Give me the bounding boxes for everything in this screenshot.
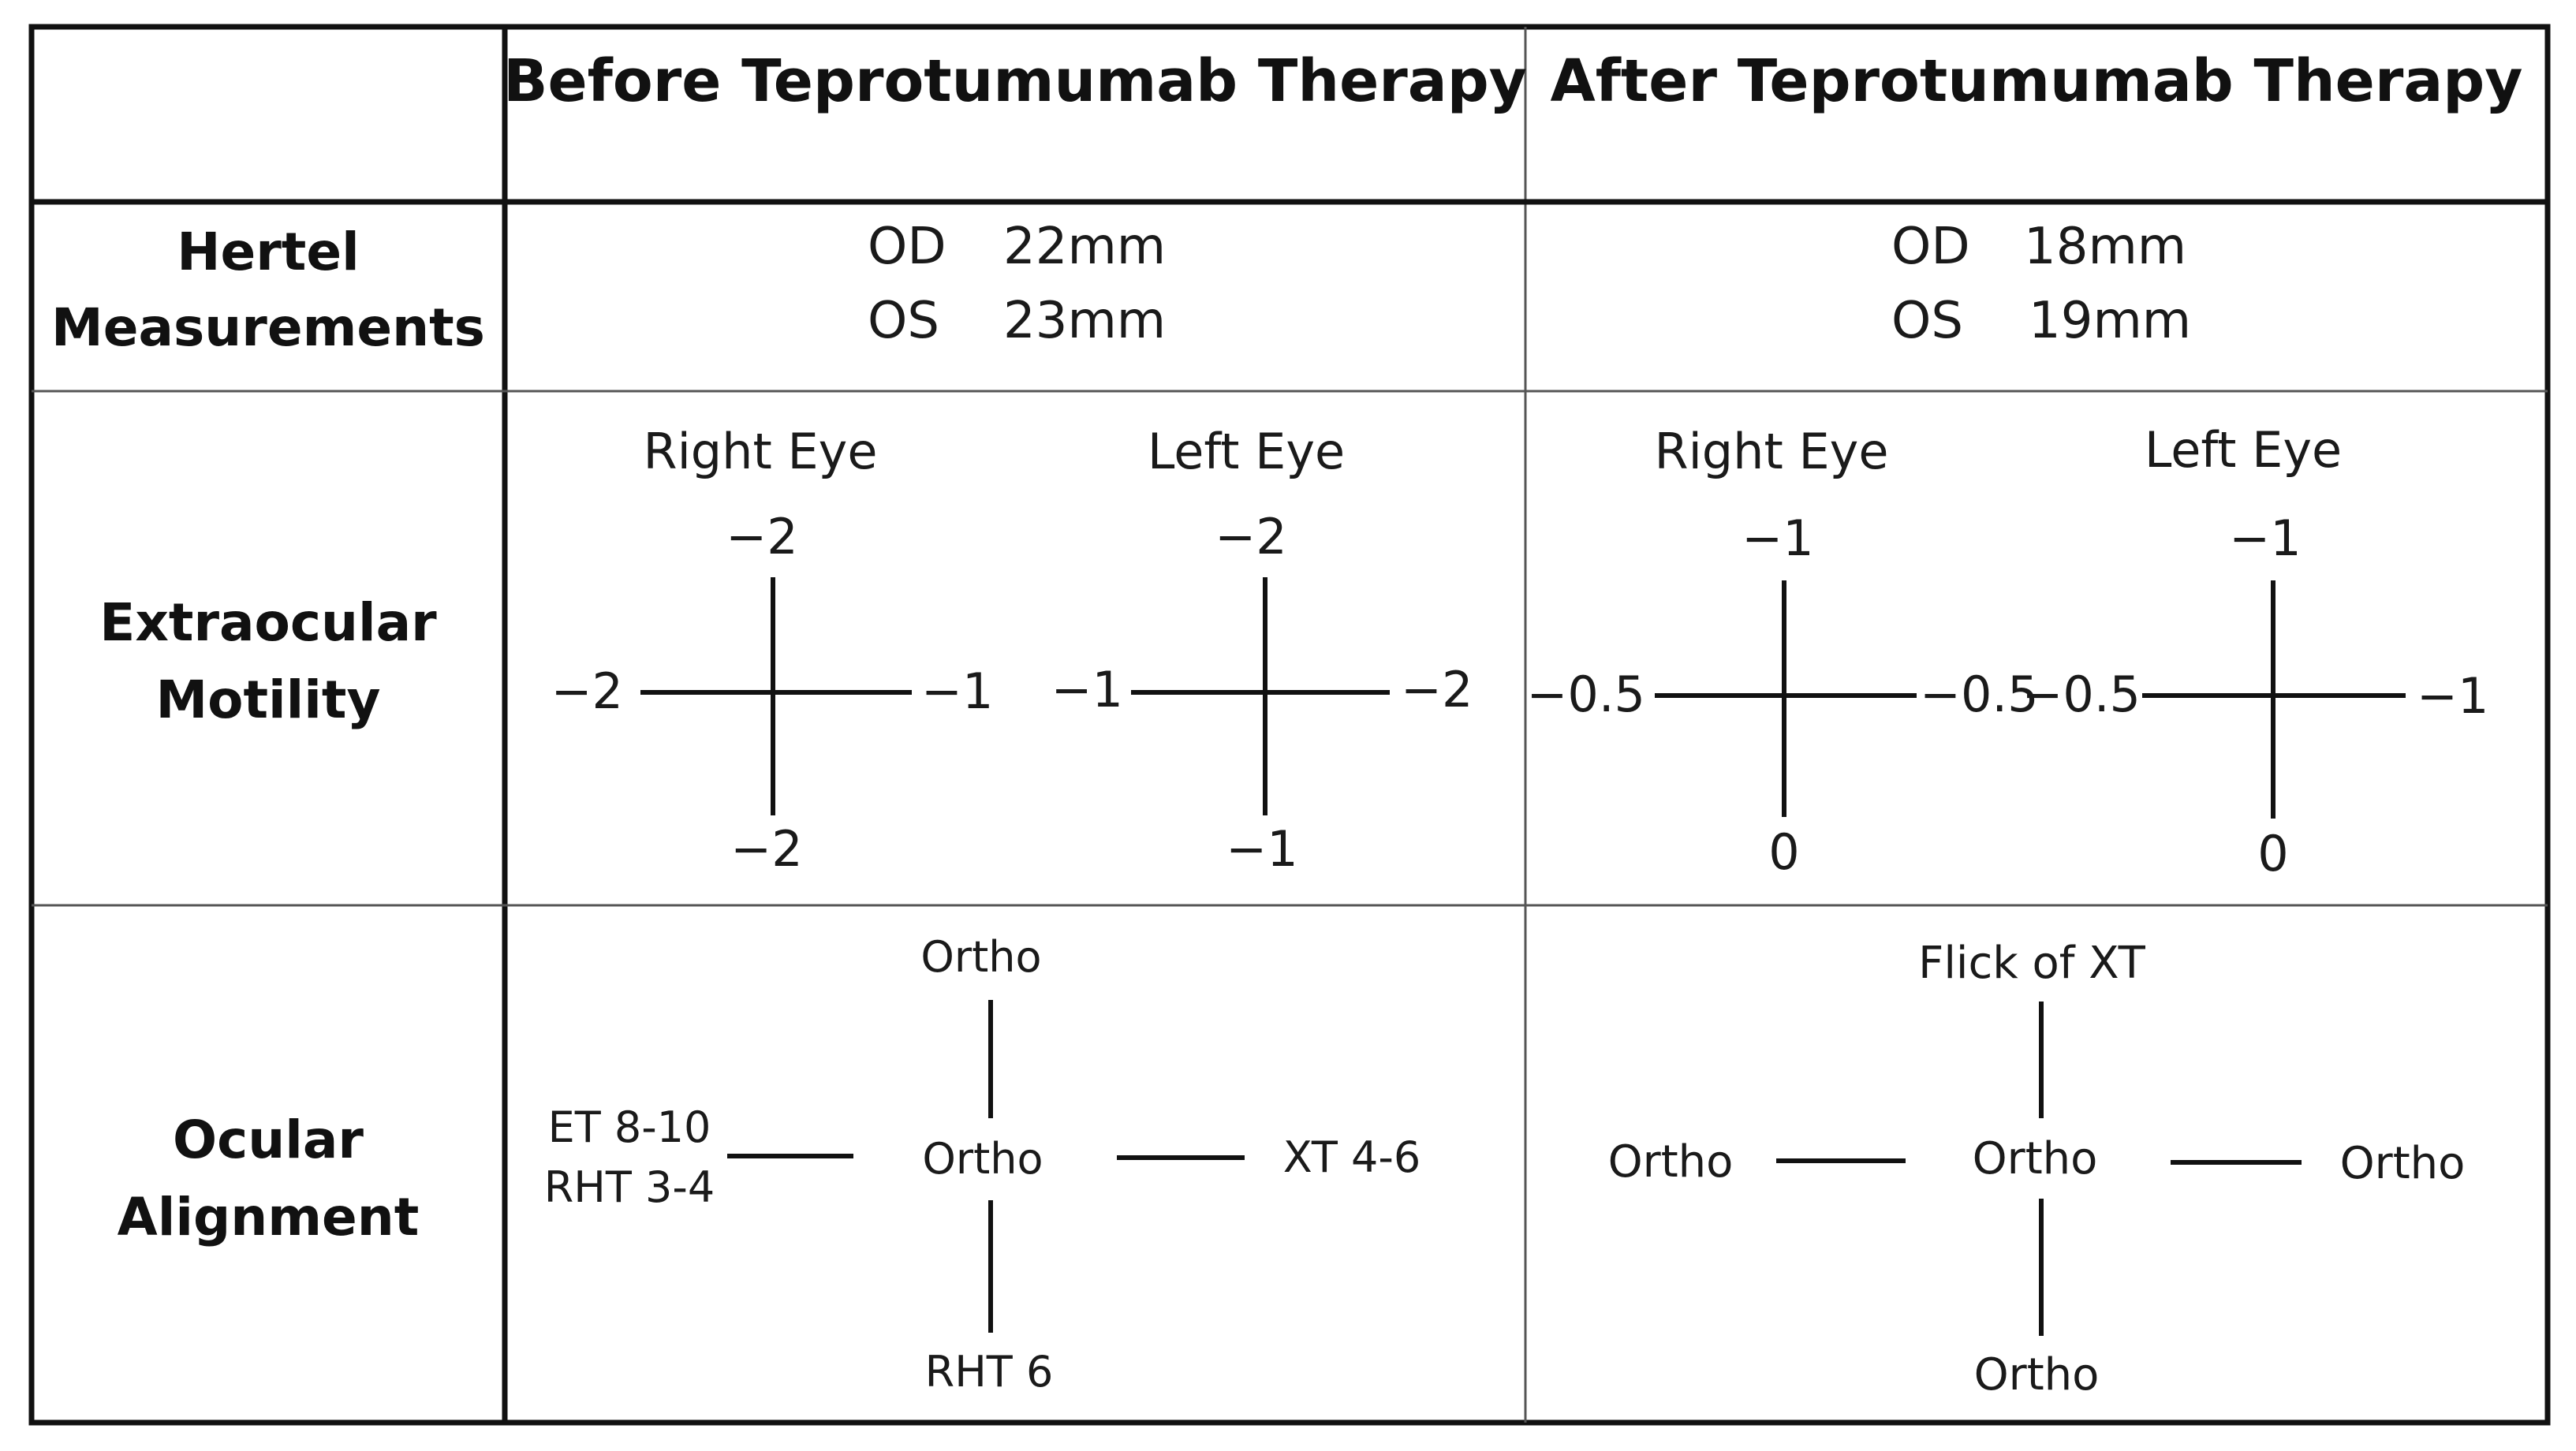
alignment-left-line2: RHT 3-4 <box>544 1162 715 1212</box>
motility-value-up: −1 <box>2229 509 2301 567</box>
motility-value-right: −1 <box>2417 667 2488 725</box>
row-label-hertel-line2: Measurements <box>51 297 485 358</box>
hertel-before-od-value: 22mm <box>1003 218 1166 276</box>
hertel-before-od-label: OD <box>868 218 946 276</box>
motility-value-up: −2 <box>1215 508 1286 565</box>
alignment-right: XT 4-6 <box>1283 1132 1421 1182</box>
motility-after-left-eye: Left Eye −1 −0.5 −1 0 <box>2022 421 2488 882</box>
alignment-center: Ortho <box>1973 1133 2098 1184</box>
motility-value-down: −1 <box>1226 820 1297 878</box>
motility-value-down: 0 <box>1768 823 1799 881</box>
alignment-down: Ortho <box>1974 1349 2100 1401</box>
table-border <box>28 24 2551 1426</box>
motility-value-up: −1 <box>1742 509 1813 567</box>
alignment-center: Ortho <box>922 1134 1043 1184</box>
motility-after-right-eye: Right Eye −1 −0.5 −0.5 0 <box>1526 423 2038 881</box>
row-label-motility-line2: Motility <box>155 670 380 730</box>
motility-value-down: 0 <box>2257 825 2288 882</box>
row-labels: Hertel Measurements Extraocular Motility… <box>51 222 485 1248</box>
hertel-after-os-label: OS <box>1891 292 1963 350</box>
motility-value-right: −0.5 <box>1920 666 2039 723</box>
column-header-before: Before Teprotumumab Therapy <box>503 47 1527 115</box>
alignment-before: Ortho Ortho RHT 6 ET 8-10 RHT 3-4 XT 4-6 <box>544 932 1421 1397</box>
alignment-left: Ortho <box>1608 1136 1734 1188</box>
alignment-down: RHT 6 <box>925 1347 1054 1397</box>
motility-value-down: −2 <box>730 820 802 878</box>
row-label-motility-line1: Extraocular <box>99 592 437 653</box>
alignment-after: Flick of XT Ortho Ortho Ortho Ortho <box>1608 938 2466 1401</box>
row-label-alignment-line2: Alignment <box>118 1187 420 1248</box>
alignment-right: Ortho <box>2340 1138 2466 1189</box>
alignment-up: Ortho <box>920 932 1041 982</box>
row-label-hertel-line1: Hertel <box>177 222 359 282</box>
motility-value-left: −0.5 <box>2022 666 2141 723</box>
motility-eye-title: Right Eye <box>644 423 878 480</box>
row-label-alignment-line1: Ocular <box>173 1110 364 1170</box>
motility-eye-title: Left Eye <box>1148 423 1345 480</box>
hertel-after: OD 18mm OS 19mm <box>1891 218 2191 350</box>
hertel-after-od-value: 18mm <box>2024 218 2186 276</box>
alignment-left-line1: ET 8-10 <box>548 1102 711 1152</box>
hertel-after-os-value: 19mm <box>2029 292 2191 350</box>
alignment-up: Flick of XT <box>1918 938 2146 989</box>
hertel-after-od-label: OD <box>1891 218 1970 276</box>
motility-value-left: −2 <box>551 662 623 720</box>
motility-value-up: −2 <box>726 508 797 565</box>
motility-before-right-eye: Right Eye −2 −2 −1 −2 <box>551 423 994 878</box>
motility-value-right: −2 <box>1401 661 1473 718</box>
header-row: Before Teprotumumab Therapy After Teprot… <box>503 47 2522 115</box>
column-header-after: After Teprotumumab Therapy <box>1550 47 2522 115</box>
motility-eye-title: Left Eye <box>2145 421 2342 479</box>
motility-eye-title: Right Eye <box>1655 423 1889 480</box>
motility-value-right: −1 <box>921 662 993 720</box>
hertel-before-os-label: OS <box>868 292 939 350</box>
hertel-before: OD 22mm OS 23mm <box>868 218 1166 350</box>
hertel-before-os-value: 23mm <box>1003 292 1166 350</box>
motility-before-left-eye: Left Eye −2 −1 −2 −1 <box>1051 423 1473 878</box>
motility-value-left: −1 <box>1051 661 1123 718</box>
table-grid <box>28 24 2551 1426</box>
motility-value-left: −0.5 <box>1526 666 1645 723</box>
